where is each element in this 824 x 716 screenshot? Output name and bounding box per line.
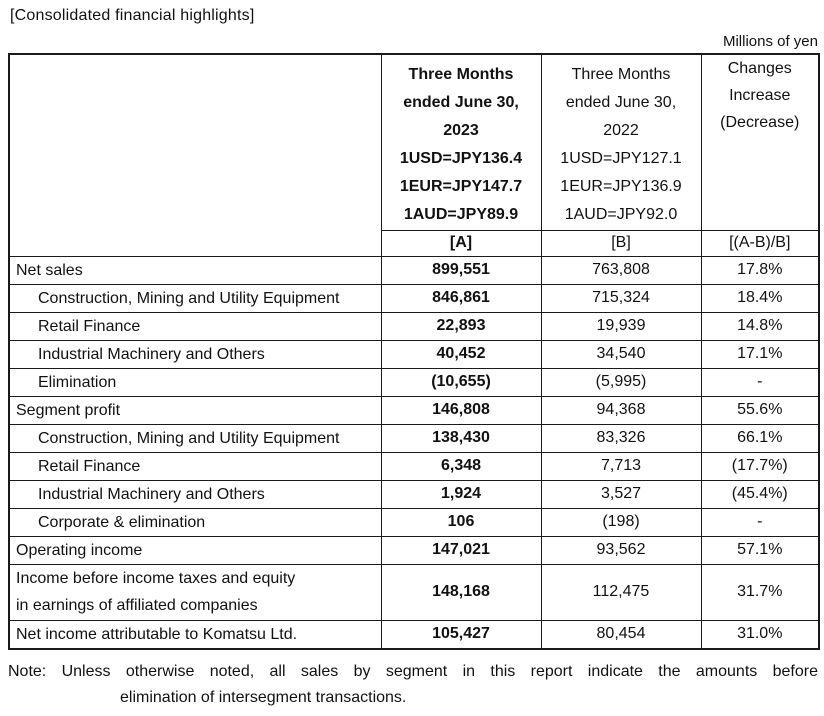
table-row: Segment profit 146,808 94,368 55.6% <box>8 395 820 425</box>
row-label: Segment profit <box>8 395 382 425</box>
header-b-rate-aud: 1AUD=JPY92.0 <box>564 206 678 223</box>
value-b: 19,939 <box>540 311 702 341</box>
header-b-line: ended June 30, <box>565 94 677 111</box>
value-b: 715,324 <box>540 283 702 313</box>
value-change: 18.4% <box>700 283 820 313</box>
value-a: 148,168 <box>380 563 542 621</box>
value-a: 899,551 <box>380 255 542 285</box>
value-a: 146,808 <box>380 395 542 425</box>
header-a-rate-eur: 1EUR=JPY147.7 <box>399 178 523 195</box>
table-row: Operating income 147,021 93,562 57.1% <box>8 535 820 565</box>
value-b: 80,454 <box>540 619 702 649</box>
header-changes-line: Changes <box>727 60 792 77</box>
unit-label: Millions of yen <box>722 33 818 50</box>
tag-b: [B] <box>540 229 702 257</box>
header-b-line: 2022 <box>603 122 639 139</box>
value-b: 83,326 <box>540 423 702 453</box>
value-change: 17.1% <box>700 339 820 369</box>
value-a: 40,452 <box>380 339 542 369</box>
row-label-line: in earnings of affiliated companies <box>16 597 258 614</box>
header-changes: Changes Increase (Decrease) <box>700 53 820 231</box>
header-changes-line: (Decrease) <box>720 114 800 131</box>
table-row: Net income attributable to Komatsu Ltd. … <box>8 619 820 649</box>
value-a: 22,893 <box>380 311 542 341</box>
row-label: Industrial Machinery and Others <box>8 339 382 369</box>
value-b: 34,540 <box>540 339 702 369</box>
value-a: 106 <box>380 507 542 537</box>
header-a-line: ended June 30, <box>403 94 519 111</box>
row-label: Retail Finance <box>8 311 382 341</box>
row-label-line: Income before income taxes and equity <box>16 570 296 587</box>
value-b: 112,475 <box>540 563 702 621</box>
header-b-rate-eur: 1EUR=JPY136.9 <box>560 178 682 195</box>
value-b: 763,808 <box>540 255 702 285</box>
value-change: 55.6% <box>700 395 820 425</box>
header-b-line: Three Months <box>571 66 671 83</box>
row-label: Construction, Mining and Utility Equipme… <box>8 283 382 313</box>
row-label: Retail Finance <box>8 451 382 481</box>
table-row: Industrial Machinery and Others 40,452 3… <box>8 339 820 369</box>
table-row: Construction, Mining and Utility Equipme… <box>8 423 820 453</box>
header-a-line: Three Months <box>408 66 514 83</box>
value-b: (5,995) <box>540 367 702 397</box>
footnote-line: elimination of intersegment transactions… <box>120 688 407 706</box>
table-row: Corporate & elimination 106 (198) - <box>8 507 820 537</box>
value-change: - <box>700 507 820 537</box>
value-a: 6,348 <box>380 451 542 481</box>
tag-change: [(A-B)/B] <box>700 229 820 257</box>
row-label: Industrial Machinery and Others <box>8 479 382 509</box>
value-change: 31.7% <box>700 563 820 621</box>
value-a: 1,924 <box>380 479 542 509</box>
value-change: - <box>700 367 820 397</box>
value-change: 14.8% <box>700 311 820 341</box>
header-label-cell <box>8 53 382 257</box>
value-b: 93,562 <box>540 535 702 565</box>
tag-a: [A] <box>380 229 542 257</box>
value-b: 3,527 <box>540 479 702 509</box>
table-row: Net sales 899,551 763,808 17.8% <box>8 255 820 285</box>
table-row: Construction, Mining and Utility Equipme… <box>8 283 820 313</box>
header-b-rate-usd: 1USD=JPY127.1 <box>560 150 682 167</box>
value-b: 94,368 <box>540 395 702 425</box>
footnote: Note: Unless otherwise noted, all sales … <box>8 659 818 711</box>
header-a-line: 2023 <box>443 122 479 139</box>
value-a: 147,021 <box>380 535 542 565</box>
value-b: 7,713 <box>540 451 702 481</box>
footnote-line: Note: Unless otherwise noted, all sales … <box>8 662 818 680</box>
table-row: Industrial Machinery and Others 1,924 3,… <box>8 479 820 509</box>
value-a: 138,430 <box>380 423 542 453</box>
value-b: (198) <box>540 507 702 537</box>
table-header-row: Three Months ended June 30, 2023 1USD=JP… <box>8 53 820 257</box>
row-label: Income before income taxes and equity in… <box>8 563 382 621</box>
value-change: 66.1% <box>700 423 820 453</box>
table-row: Retail Finance 6,348 7,713 (17.7%) <box>8 451 820 481</box>
header-a-rate-usd: 1USD=JPY136.4 <box>399 150 523 167</box>
value-change: 17.8% <box>700 255 820 285</box>
header-period-a: Three Months ended June 30, 2023 1USD=JP… <box>380 53 542 231</box>
table-row: Retail Finance 22,893 19,939 14.8% <box>8 311 820 341</box>
row-label: Corporate & elimination <box>8 507 382 537</box>
table-row: Elimination (10,655) (5,995) - <box>8 367 820 397</box>
header-period-b: Three Months ended June 30, 2022 1USD=JP… <box>540 53 702 231</box>
header-a-rate-aud: 1AUD=JPY89.9 <box>403 206 519 223</box>
row-label: Construction, Mining and Utility Equipme… <box>8 423 382 453</box>
row-label: Operating income <box>8 535 382 565</box>
value-a: (10,655) <box>380 367 542 397</box>
value-a: 846,861 <box>380 283 542 313</box>
value-change: 57.1% <box>700 535 820 565</box>
value-change: 31.0% <box>700 619 820 649</box>
page-title: [Consolidated financial highlights] <box>10 7 255 24</box>
row-label: Net sales <box>8 255 382 285</box>
value-a: 105,427 <box>380 619 542 649</box>
header-changes-line: Increase <box>729 87 791 104</box>
financial-highlights-table: Three Months ended June 30, 2023 1USD=JP… <box>8 53 820 650</box>
table-subheader-row: [A] [B] [(A-B)/B] <box>9 229 820 257</box>
value-change: (17.7%) <box>700 451 820 481</box>
row-label: Net income attributable to Komatsu Ltd. <box>8 619 382 649</box>
value-change: (45.4%) <box>700 479 820 509</box>
row-label: Elimination <box>8 367 382 397</box>
table-row: Income before income taxes and equity in… <box>8 563 820 621</box>
